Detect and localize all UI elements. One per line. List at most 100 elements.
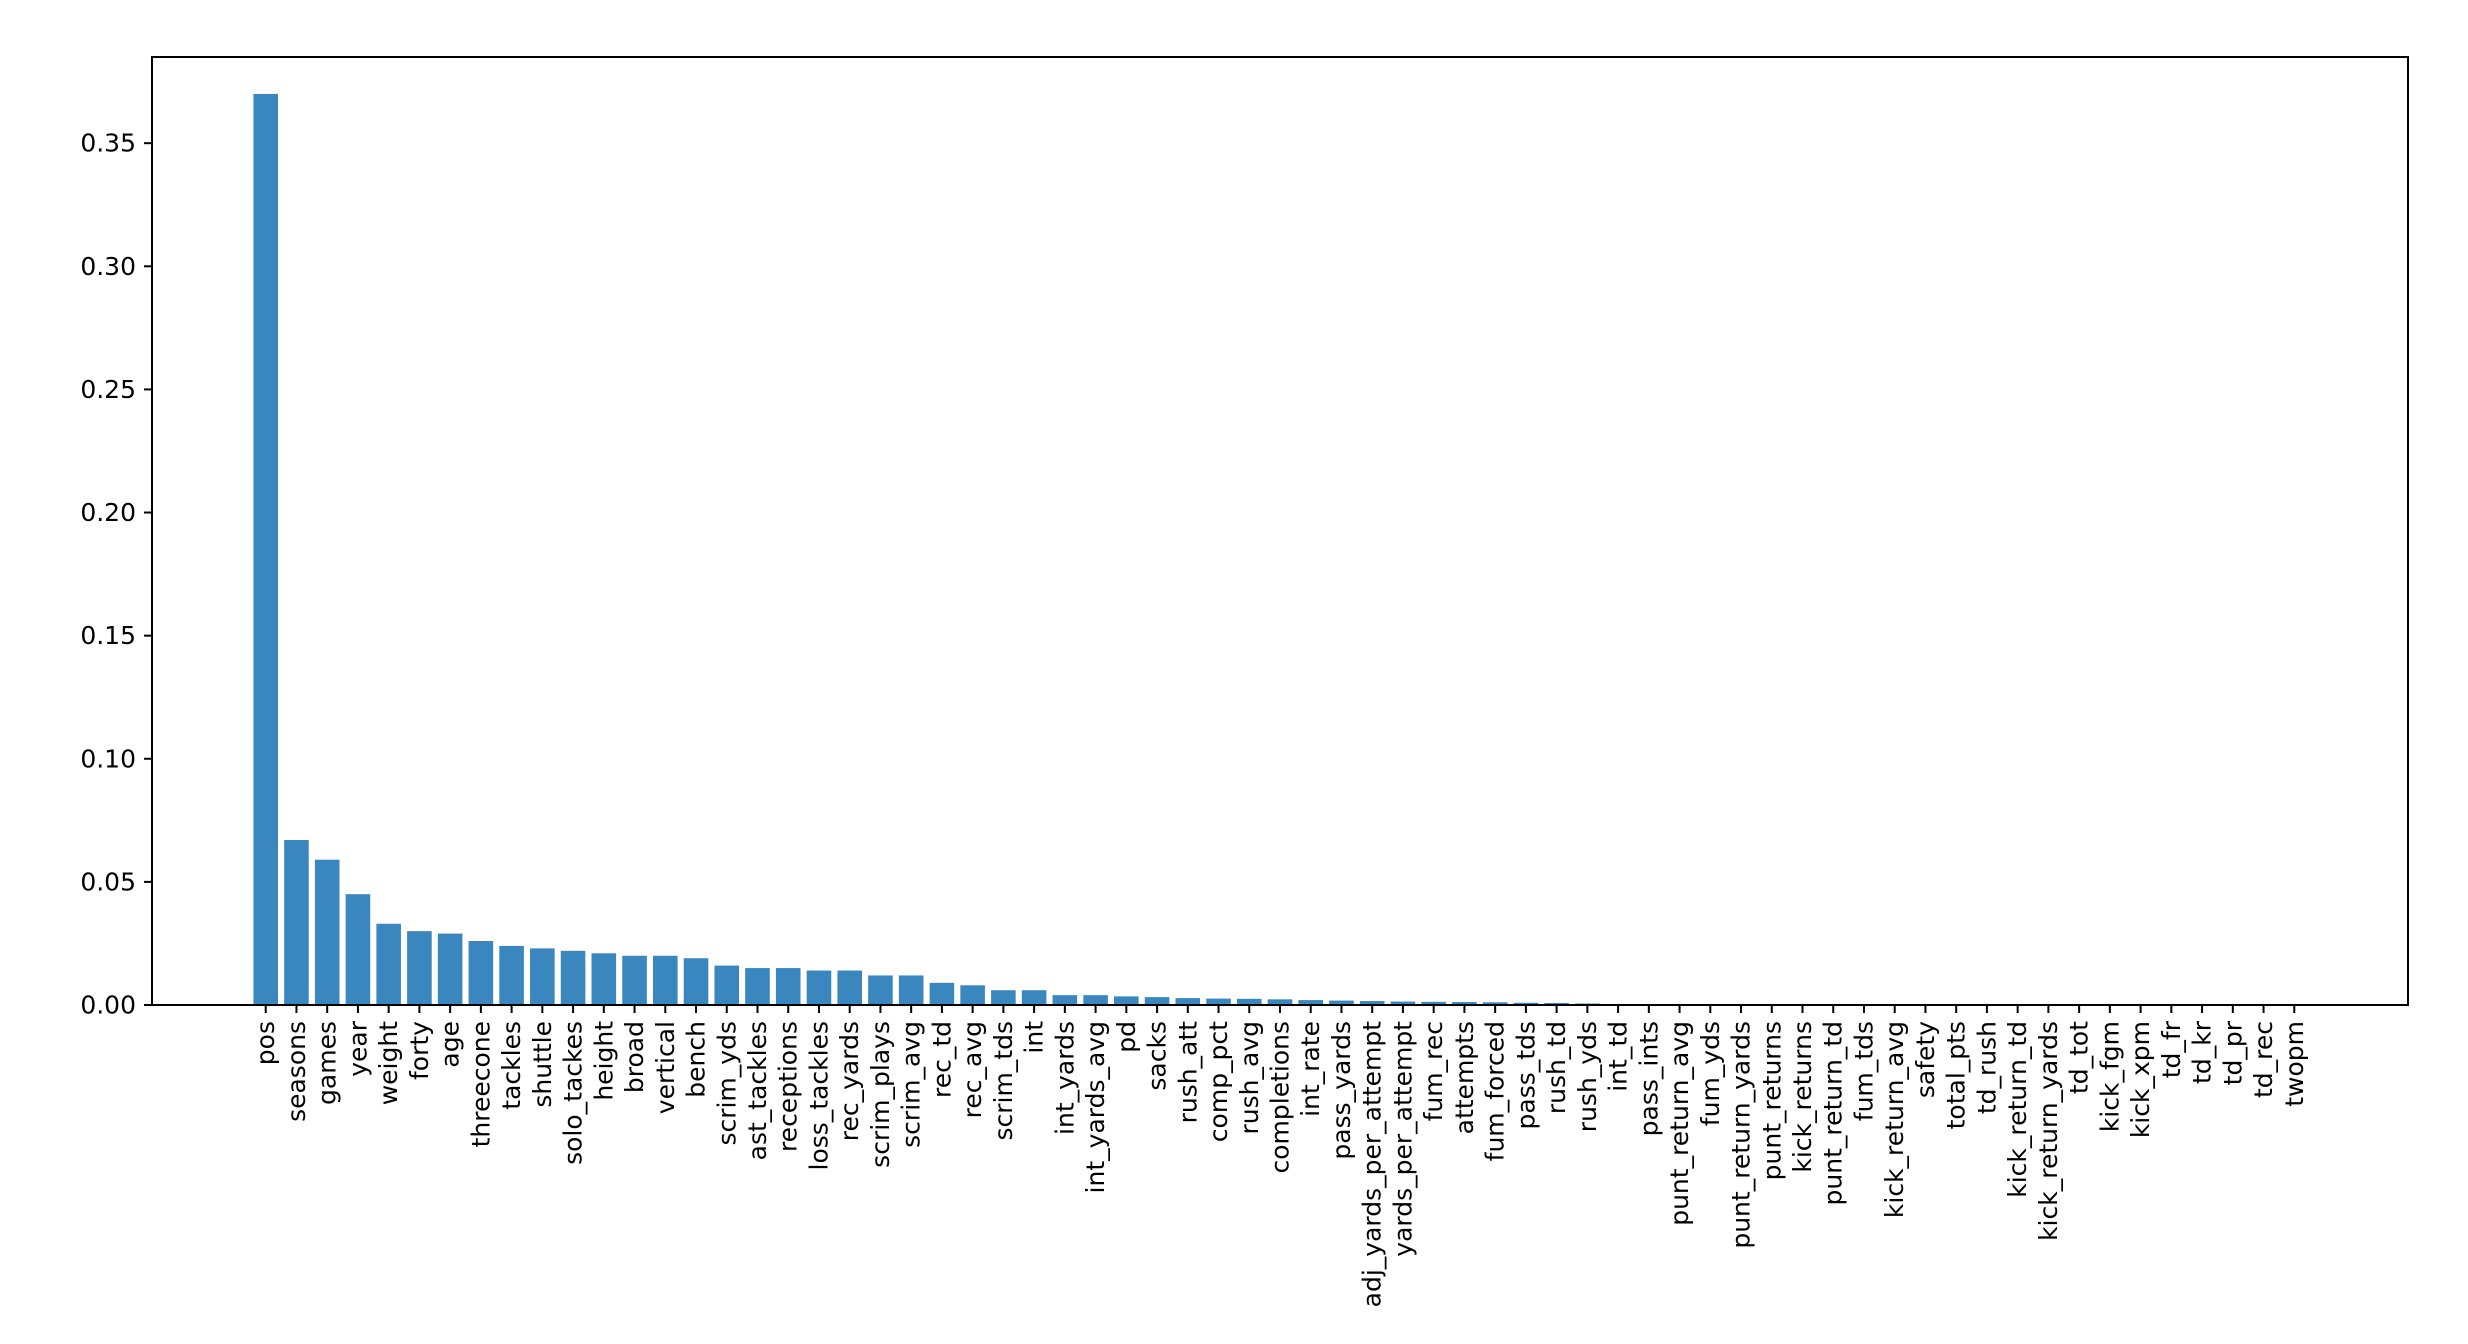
y-tick-label: 0.35 [80, 129, 136, 158]
bar-tackles [499, 945, 524, 1005]
bar-forty [407, 931, 432, 1005]
x-tick-label-threecone: threecone [466, 1021, 495, 1147]
bar-yards-per-attempt [1390, 1001, 1416, 1005]
x-tick-label-weight: weight [374, 1021, 403, 1105]
x-tick-label-attempts: attempts [1450, 1021, 1479, 1134]
bar-loss-tackles [806, 970, 832, 1005]
bar-int-yards-avg [1083, 995, 1108, 1005]
x-tick-label-scrim-avg: scrim_avg [897, 1021, 926, 1148]
y-tick-label: 0.15 [80, 621, 136, 650]
x-tick-label-pos: pos [251, 1021, 280, 1065]
bar-rec-yards [837, 970, 862, 1005]
y-tick-label: 0.20 [80, 498, 136, 527]
x-tick-label-fum-tds: fum_tds [1849, 1021, 1878, 1121]
x-tick-label-kick-returns: kick_returns [1788, 1021, 1817, 1173]
x-tick-label-kick-fgm: kick_fgm [2095, 1021, 2124, 1132]
x-tick-label-twopm: twopm [2280, 1021, 2309, 1107]
bar-scrim-plays [868, 975, 893, 1005]
x-tick-label-vertical: vertical [651, 1021, 680, 1114]
x-tick-label-yards-per-attempt: yards_per_attempt [1388, 1021, 1417, 1257]
bar-shuttle [530, 948, 555, 1005]
bar-pass-yards [1329, 1000, 1354, 1005]
bar-int [1021, 990, 1047, 1005]
x-axis: pos seasons games year weight forty age threeco… [251, 1005, 2309, 1307]
x-tick-label-punt-returns: punt_returns [1757, 1021, 1786, 1180]
y-tick-label: 0.10 [80, 744, 136, 773]
x-tick-label-rush-att: rush_att [1173, 1021, 1202, 1124]
x-tick-label-completions: completions [1266, 1021, 1295, 1174]
x-tick-label-int-yards: int_yards [1050, 1021, 1079, 1135]
bar-pos [253, 93, 279, 1005]
bar-bench [683, 958, 709, 1005]
bar-scrim-tds [991, 990, 1016, 1005]
x-tick-label-year: year [343, 1020, 372, 1076]
bar-seasons [284, 840, 309, 1005]
bar-scrim-avg [898, 975, 924, 1005]
x-tick-label-rec-td: rec_td [927, 1021, 956, 1098]
bar-age [437, 933, 463, 1005]
x-tick-label-rec-yards: rec_yards [835, 1021, 864, 1141]
bar-rush-avg [1236, 998, 1262, 1005]
x-tick-label-scrim-yds: scrim_yds [712, 1021, 741, 1146]
bar-rush-att [1175, 998, 1201, 1005]
x-tick-label-td-fr: td_fr [2157, 1020, 2186, 1078]
x-tick-label-td-tot: td_tot [2065, 1021, 2094, 1094]
x-tick-label-punt-return-avg: punt_return_avg [1665, 1021, 1694, 1226]
bar-threecone [468, 940, 494, 1005]
bar-attempts [1452, 1002, 1477, 1005]
x-tick-label-solo-tackes: solo_tackes [559, 1021, 588, 1165]
x-tick-label-rush-yds: rush_yds [1573, 1021, 1602, 1132]
bar-height [591, 953, 617, 1005]
bar-fum-forced [1482, 1002, 1508, 1005]
x-tick-label-forty: forty [405, 1021, 434, 1080]
x-tick-label-broad: broad [620, 1021, 649, 1093]
x-tick-label-td-rush: td_rush [1972, 1021, 2001, 1114]
x-tick-label-kick-return-avg: kick_return_avg [1880, 1021, 1909, 1218]
bar-ast-tackles [745, 968, 770, 1005]
x-tick-label-fum-forced: fum_forced [1481, 1021, 1510, 1161]
plot-area-frame [151, 56, 2409, 1006]
x-tick-label-punt-return-yards: punt_return_yards [1727, 1021, 1756, 1249]
bar-year [345, 894, 371, 1005]
bar-games [314, 859, 340, 1005]
x-tick-label-receptions: receptions [774, 1021, 803, 1152]
x-tick-label-scrim-tds: scrim_tds [989, 1021, 1018, 1141]
x-tick-label-pd: pd [1112, 1021, 1141, 1053]
x-tick-label-scrim-plays: scrim_plays [866, 1021, 895, 1168]
x-tick-label-td-rec: td_rec [2249, 1021, 2278, 1098]
x-tick-label-td-pr: td_pr [2218, 1020, 2247, 1085]
x-tick-label-fum-rec: fum_rec [1419, 1021, 1448, 1121]
bar-pd [1114, 996, 1139, 1005]
x-tick-label-bench: bench [682, 1021, 711, 1098]
bar-completions [1267, 999, 1293, 1005]
x-tick-label-pass-ints: pass_ints [1634, 1021, 1663, 1136]
y-tick-label: 0.00 [80, 991, 136, 1020]
bars-group [253, 93, 1846, 1005]
x-tick-label-kick-return-td: kick_return_td [2003, 1021, 2032, 1198]
x-tick-label-int: int [1020, 1021, 1049, 1054]
x-tick-label-height: height [589, 1021, 618, 1101]
x-tick-label-kick-xpm: kick_xpm [2126, 1021, 2155, 1138]
x-tick-label-rec-avg: rec_avg [958, 1021, 987, 1118]
bar-pass-tds [1513, 1002, 1539, 1005]
x-tick-label-age: age [436, 1021, 465, 1068]
y-tick-label: 0.05 [80, 867, 136, 896]
x-tick-label-td-kr: td_kr [2188, 1020, 2217, 1084]
bar-int-yards [1052, 995, 1078, 1005]
bar-receptions [775, 968, 801, 1005]
bar-adj-yards-per-attempt [1359, 1001, 1385, 1005]
y-tick-label: 0.25 [80, 375, 136, 404]
x-tick-label-pass-yards: pass_yards [1327, 1021, 1356, 1160]
bar-fum-rec [1421, 1001, 1446, 1005]
x-tick-label-punt-return-td: punt_return_td [1819, 1021, 1848, 1205]
bar-int-rate [1298, 1000, 1324, 1005]
x-tick-label-int-td: int_td [1604, 1021, 1633, 1092]
y-axis: 0.00 0.05 0.10 0.15 0.20 0.25 0.30 0.35 [80, 129, 152, 1020]
bar-scrim-yds [714, 965, 740, 1005]
x-tick-label-comp-pct: comp_pct [1204, 1021, 1233, 1142]
x-tick-label-pass-tds: pass_tds [1511, 1021, 1540, 1129]
bar-rec-avg [960, 985, 985, 1005]
x-tick-label-int-rate: int_rate [1296, 1021, 1325, 1117]
